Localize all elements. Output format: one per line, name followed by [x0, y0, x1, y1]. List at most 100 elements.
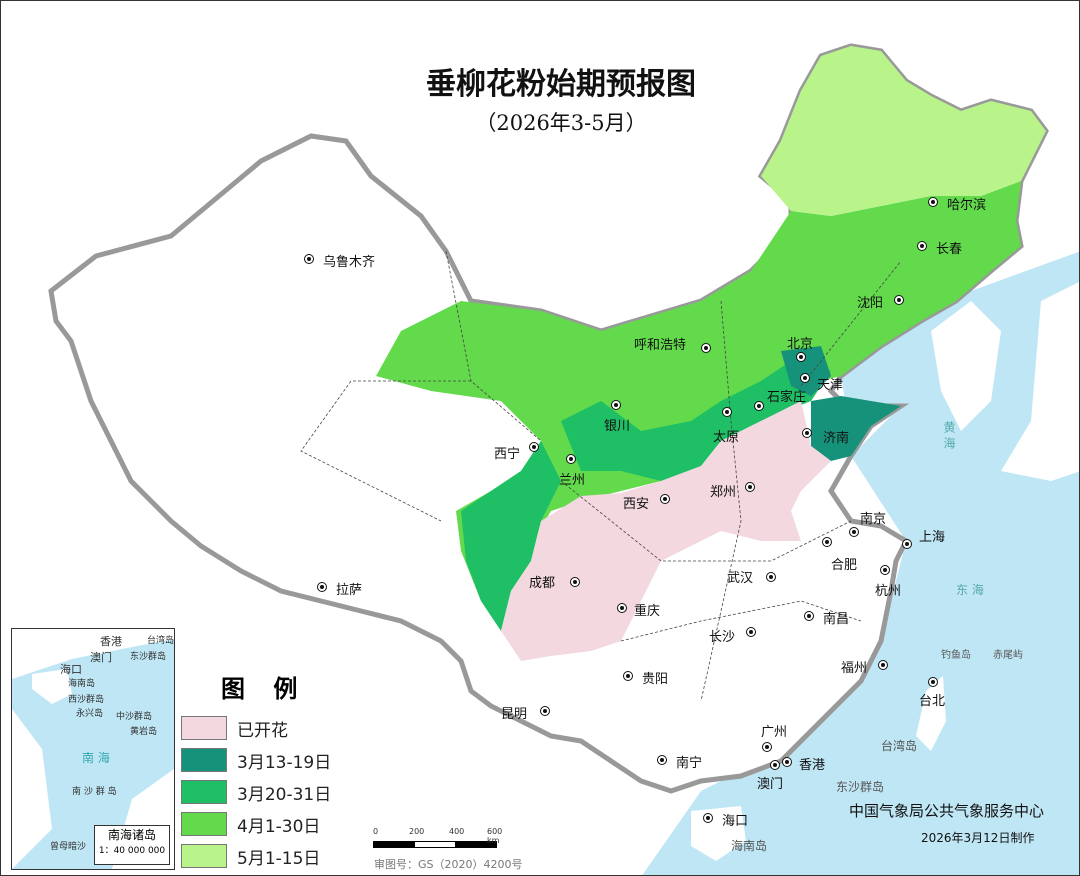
province-borders [300, 250, 902, 702]
city-label: 兰州 [559, 473, 586, 488]
city-marker-icon [800, 373, 810, 383]
place-label: 钓鱼岛 [941, 650, 971, 661]
city-label: 重庆 [634, 604, 661, 619]
city-marker-icon [902, 539, 912, 549]
city-marker-icon [849, 527, 859, 537]
city-label: 南宁 [676, 756, 703, 771]
city-label: 昆明 [501, 707, 528, 722]
city-marker-icon [880, 565, 890, 575]
taiwan-island [916, 676, 946, 751]
inset-label: 南 沙 群 岛 [72, 787, 117, 797]
inset-label: 香港 [100, 635, 122, 648]
city-label: 武汉 [727, 571, 754, 586]
inset-label: 黄岩岛 [130, 727, 158, 737]
city-marker-icon [804, 611, 814, 621]
scale-tick: 200 [409, 827, 425, 836]
place-label: 赤尾屿 [993, 650, 1023, 661]
place-label: 东沙群岛 [836, 780, 885, 794]
legend-item: 3月13-19日 [181, 744, 331, 776]
city-label: 哈尔滨 [947, 198, 987, 213]
city-marker-icon [928, 197, 938, 207]
legend-swatch [181, 780, 227, 804]
scale-tick: 0 [373, 827, 379, 836]
issue-date: 2026年3月12日制作 [921, 831, 1035, 845]
zone-may [761, 46, 1046, 216]
city-label: 台北 [919, 694, 946, 709]
city-marker-icon [917, 241, 927, 251]
city-marker-icon [894, 295, 904, 305]
city-marker-icon [701, 343, 711, 353]
city-label: 杭州 [875, 584, 902, 599]
map-title: 垂柳花粉始期预报图 [426, 67, 696, 102]
city-marker-icon [762, 742, 772, 752]
scale-tick: 400 [449, 827, 465, 836]
inset-label: 曾母暗沙 [50, 842, 87, 852]
city-marker-icon [928, 677, 938, 687]
city-label: 香港 [799, 758, 826, 773]
scale-bar: 0 200 400 600 km [373, 827, 502, 848]
city-label: 澳门 [757, 777, 784, 792]
city-marker-icon [570, 577, 580, 587]
city-label: 太原 [713, 430, 740, 445]
legend-item: 已开花 [181, 712, 331, 744]
city-marker-icon [617, 603, 627, 613]
city-label: 海口 [722, 814, 749, 829]
city-marker-icon [745, 482, 755, 492]
city-marker-icon [878, 660, 888, 670]
inset-label: 南 海 [82, 751, 110, 765]
sea-label: 黄 海 [942, 421, 956, 449]
legend-label: 3月13-19日 [237, 752, 332, 773]
city-label: 西宁 [494, 447, 521, 462]
inset-label: 中沙群岛 [116, 712, 153, 722]
city-marker-icon [802, 428, 812, 438]
zone-bloomed [501, 401, 831, 661]
city-label: 天津 [817, 378, 844, 393]
inset-label: 永兴岛 [76, 709, 104, 719]
legend-item: 5月1-15日 [181, 840, 331, 872]
legend-swatch [181, 812, 227, 836]
scale-tick: 600 km [487, 827, 503, 845]
korea-land [931, 301, 1001, 431]
city-label: 沈阳 [857, 296, 884, 311]
city-label: 呼和浩特 [634, 338, 687, 353]
legend-label: 3月20-31日 [237, 784, 332, 805]
inset-label: 东沙群岛 [130, 652, 167, 662]
inset-title: 南海诸岛 [107, 828, 156, 842]
inset-label: 台湾岛 [147, 636, 175, 646]
legend-swatch [181, 716, 227, 740]
city-label: 南京 [860, 512, 887, 527]
legend-label: 已开花 [237, 720, 288, 741]
place-label: 台湾岛 [881, 739, 918, 753]
city-label: 长沙 [709, 630, 736, 645]
city-label: 成都 [529, 576, 556, 591]
city-marker-icon [703, 813, 713, 823]
city-marker-icon [766, 572, 776, 582]
map-approval-number: 审图号：GS（2020）4200号 [374, 858, 523, 871]
inset-map [12, 629, 174, 869]
city-label: 北京 [787, 337, 814, 352]
city-label: 福州 [841, 661, 868, 676]
city-label: 西安 [623, 497, 650, 512]
city-marker-icon [304, 254, 314, 264]
japan-land [1001, 282, 1079, 481]
legend-label: 5月1-15日 [237, 848, 321, 869]
city-label: 长春 [936, 242, 963, 257]
city-marker-icon [566, 454, 576, 464]
city-label: 郑州 [710, 485, 737, 500]
city-marker-icon [657, 755, 667, 765]
city-label: 贵阳 [642, 672, 669, 687]
city-marker-icon [722, 407, 732, 417]
legend-item: 4月1-30日 [181, 808, 331, 840]
south-china-sea-inset: 香港 澳门 台湾岛 东沙群岛 海口 海南岛 西沙群岛 永兴岛 中沙群岛 黄岩岛 … [11, 628, 175, 870]
city-label: 石家庄 [767, 390, 807, 405]
city-marker-icon [611, 400, 621, 410]
city-marker-icon [317, 582, 327, 592]
city-label: 上海 [919, 530, 946, 545]
legend-swatch [181, 844, 227, 868]
city-label: 银川 [604, 419, 631, 434]
city-marker-icon [754, 401, 764, 411]
city-marker-icon [770, 760, 780, 770]
inset-label: 澳门 [90, 651, 112, 664]
inset-label: 海口 [60, 663, 82, 676]
